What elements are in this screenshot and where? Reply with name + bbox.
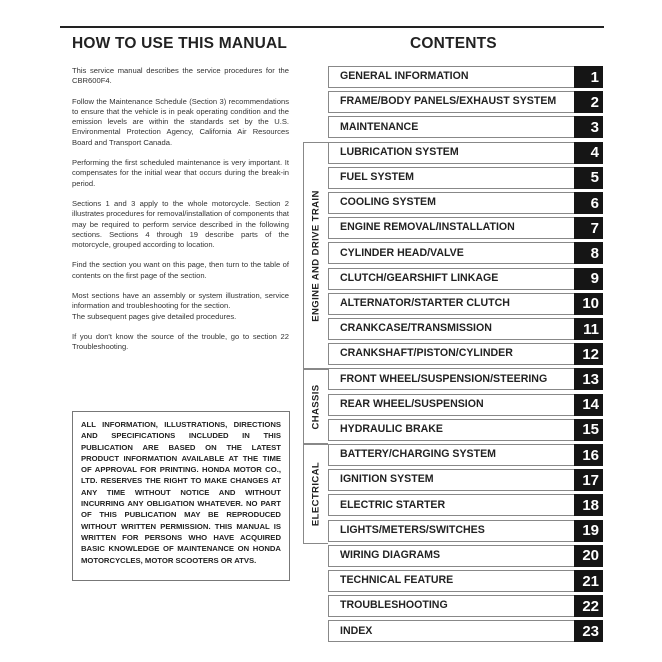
paragraph: If you don't know the source of the trou… bbox=[72, 331, 289, 352]
contents-item[interactable]: LIGHTS/METERS/SWITCHES 19 bbox=[328, 519, 603, 542]
section-number-tab[interactable]: 18 bbox=[574, 494, 603, 517]
section-label: GENERAL INFORMATION bbox=[328, 66, 574, 88]
section-number-tab[interactable]: 3 bbox=[574, 116, 603, 139]
section-number-tab[interactable]: 4 bbox=[574, 141, 603, 164]
section-number-tab[interactable]: 17 bbox=[574, 469, 603, 492]
contents-item[interactable]: ENGINE REMOVAL/INSTALLATION 7 bbox=[328, 217, 603, 240]
section-number-tab[interactable]: 15 bbox=[574, 418, 603, 441]
paragraph: Most sections have an assembly or system… bbox=[72, 291, 289, 311]
section-number-tab[interactable]: 14 bbox=[574, 393, 603, 416]
section-number-tab[interactable]: 16 bbox=[574, 444, 603, 466]
contents-item[interactable]: TROUBLESHOOTING 22 bbox=[328, 595, 603, 618]
contents-item[interactable]: CRANKSHAFT/PISTON/CYLINDER 12 bbox=[328, 343, 603, 366]
section-number-tab[interactable]: 7 bbox=[574, 217, 603, 240]
section-number-tab[interactable]: 11 bbox=[574, 318, 603, 340]
section-label: MAINTENANCE bbox=[328, 116, 574, 139]
group-label: ELECTRICAL bbox=[310, 461, 322, 527]
contents-item[interactable]: ALTERNATOR/STARTER CLUTCH 10 bbox=[328, 292, 603, 315]
paragraph: Performing the first scheduled maintenan… bbox=[72, 158, 289, 188]
section-number-tab[interactable]: 6 bbox=[574, 192, 603, 214]
section-label: INDEX bbox=[328, 620, 574, 643]
section-label: TECHNICAL FEATURE bbox=[328, 570, 574, 592]
contents-item[interactable]: CRANKCASE/TRANSMISSION 11 bbox=[328, 318, 603, 340]
paragraph: The subsequent pages give detailed proce… bbox=[72, 311, 237, 321]
paragraph: Follow the Maintenance Schedule (Section… bbox=[72, 96, 289, 147]
paragraph: Find the section you want on this page, … bbox=[72, 260, 289, 280]
top-rule bbox=[60, 26, 604, 28]
contents-item[interactable]: MAINTENANCE 3 bbox=[328, 116, 603, 139]
section-number-tab[interactable]: 1 bbox=[574, 66, 603, 88]
section-number-tab[interactable]: 5 bbox=[574, 166, 603, 189]
group-engine-drive-train: ENGINE AND DRIVE TRAIN bbox=[303, 142, 328, 369]
section-label: FRONT WHEEL/SUSPENSION/STEERING bbox=[328, 368, 574, 391]
contents-item[interactable]: FRONT WHEEL/SUSPENSION/STEERING 13 bbox=[328, 368, 603, 391]
contents-item[interactable]: HYDRAULIC BRAKE 15 bbox=[328, 418, 603, 441]
group-label: CHASSIS bbox=[310, 383, 322, 430]
paragraph: This service manual describes the servic… bbox=[72, 66, 289, 86]
disclaimer-box: ALL INFORMATION, ILLUSTRATIONS, DIRECTIO… bbox=[72, 411, 290, 581]
section-label: IGNITION SYSTEM bbox=[328, 469, 574, 492]
contents-item[interactable]: COOLING SYSTEM 6 bbox=[328, 192, 603, 214]
contents-item[interactable]: BATTERY/CHARGING SYSTEM 16 bbox=[328, 444, 603, 466]
section-number-tab[interactable]: 2 bbox=[574, 91, 603, 114]
section-label: FUEL SYSTEM bbox=[328, 166, 574, 189]
contents-item[interactable]: ELECTRIC STARTER 18 bbox=[328, 494, 603, 517]
section-number-tab[interactable]: 13 bbox=[574, 368, 603, 391]
contents-item[interactable]: FUEL SYSTEM 5 bbox=[328, 166, 603, 189]
how-to-use-title: HOW TO USE THIS MANUAL bbox=[72, 35, 288, 52]
paragraph: Sections 1 and 3 apply to the whole moto… bbox=[72, 198, 289, 250]
section-label: ELECTRIC STARTER bbox=[328, 494, 574, 517]
section-label: CRANKCASE/TRANSMISSION bbox=[328, 318, 574, 340]
section-label: LIGHTS/METERS/SWITCHES bbox=[328, 519, 574, 542]
section-number-tab[interactable]: 12 bbox=[574, 343, 603, 366]
group-label: ENGINE AND DRIVE TRAIN bbox=[310, 189, 322, 322]
section-number-tab[interactable]: 10 bbox=[574, 292, 603, 315]
contents-item[interactable]: FRAME/BODY PANELS/EXHAUST SYSTEM 2 bbox=[328, 91, 603, 114]
contents-item[interactable]: CYLINDER HEAD/VALVE 8 bbox=[328, 242, 603, 265]
section-label: WIRING DIAGRAMS bbox=[328, 544, 574, 567]
section-number-tab[interactable]: 19 bbox=[574, 519, 603, 542]
section-number-tab[interactable]: 8 bbox=[574, 242, 603, 265]
section-label: CRANKSHAFT/PISTON/CYLINDER bbox=[328, 343, 574, 366]
section-number-tab[interactable]: 22 bbox=[574, 595, 603, 618]
contents-item[interactable]: GENERAL INFORMATION 1 bbox=[328, 66, 603, 88]
section-number-tab[interactable]: 9 bbox=[574, 267, 603, 290]
section-label: TROUBLESHOOTING bbox=[328, 595, 574, 618]
section-number-tab[interactable]: 21 bbox=[574, 570, 603, 592]
section-label: ALTERNATOR/STARTER CLUTCH bbox=[328, 292, 574, 315]
section-label: LUBRICATION SYSTEM bbox=[328, 141, 574, 164]
group-electrical: ELECTRICAL bbox=[303, 444, 328, 544]
contents-item[interactable]: TECHNICAL FEATURE 21 bbox=[328, 570, 603, 592]
section-label: CLUTCH/GEARSHIFT LINKAGE bbox=[328, 267, 574, 290]
section-label: REAR WHEEL/SUSPENSION bbox=[328, 393, 574, 416]
contents-item[interactable]: IGNITION SYSTEM 17 bbox=[328, 469, 603, 492]
section-number-tab[interactable]: 20 bbox=[574, 544, 603, 567]
group-chassis: CHASSIS bbox=[303, 369, 328, 444]
contents-item[interactable]: REAR WHEEL/SUSPENSION 14 bbox=[328, 393, 603, 416]
contents-item[interactable]: WIRING DIAGRAMS 20 bbox=[328, 544, 603, 567]
section-label: COOLING SYSTEM bbox=[328, 192, 574, 214]
section-label: BATTERY/CHARGING SYSTEM bbox=[328, 444, 574, 466]
instructions-text: This service manual describes the servic… bbox=[72, 66, 289, 363]
contents-item[interactable]: CLUTCH/GEARSHIFT LINKAGE 9 bbox=[328, 267, 603, 290]
contents-item[interactable]: LUBRICATION SYSTEM 4 bbox=[328, 141, 603, 164]
section-label: ENGINE REMOVAL/INSTALLATION bbox=[328, 217, 574, 240]
contents-item[interactable]: INDEX 23 bbox=[328, 620, 603, 643]
section-label: FRAME/BODY PANELS/EXHAUST SYSTEM bbox=[328, 91, 574, 114]
section-number-tab[interactable]: 23 bbox=[574, 620, 603, 643]
section-label: HYDRAULIC BRAKE bbox=[328, 418, 574, 441]
contents-title: CONTENTS bbox=[410, 35, 497, 52]
section-label: CYLINDER HEAD/VALVE bbox=[328, 242, 574, 265]
